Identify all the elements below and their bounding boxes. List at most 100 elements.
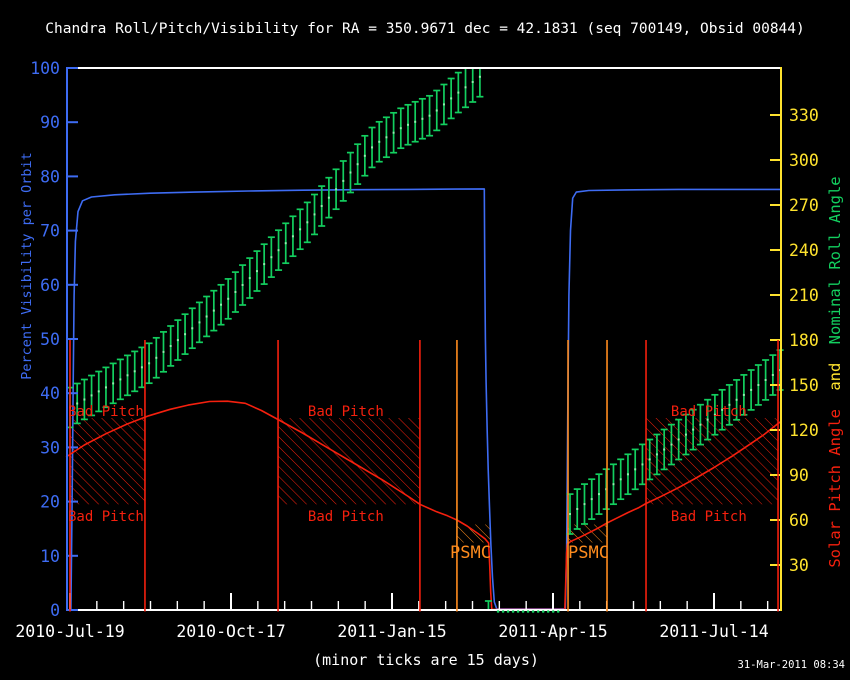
left-axis-tick-label: 20 <box>40 493 60 512</box>
nominal-roll-angle-segment2-marker <box>684 433 687 436</box>
right-axis-tick-label: 150 <box>789 376 819 395</box>
right-axis-tick-label: 120 <box>789 421 819 440</box>
nominal-roll-angle-segment1-marker <box>356 163 359 166</box>
nominal-roll-angle-segment1-marker <box>148 362 151 365</box>
right-axis-tick-label: 300 <box>789 151 819 170</box>
nominal-roll-angle-segment2-marker <box>597 493 600 496</box>
nominal-roll-angle-segment1-marker <box>406 123 409 126</box>
nominal-roll-angle-segment1-marker <box>227 297 230 300</box>
nominal-roll-angle-segment1-marker <box>335 188 338 191</box>
nominal-roll-angle-segment2-marker <box>713 413 716 416</box>
nominal-roll-angle-segment2-marker <box>670 443 673 446</box>
nominal-roll-angle-gap-dots-dot <box>516 610 520 613</box>
right-axis-title-pitch: Solar Pitch Angle <box>826 409 844 568</box>
right-axis-tick-label: 60 <box>789 511 809 530</box>
nominal-roll-angle-segment1-marker <box>306 221 309 224</box>
nominal-roll-angle-segment1-marker <box>270 256 273 259</box>
nominal-roll-angle-segment1-marker <box>277 249 280 252</box>
nominal-roll-angle-segment2-marker <box>583 503 586 506</box>
percent-visibility-curve <box>70 188 782 611</box>
right-axis-tick-label: 330 <box>789 106 819 125</box>
nominal-roll-angle-segment2-marker <box>655 453 658 456</box>
nominal-roll-angle-segment2-marker <box>648 458 651 461</box>
right-axis-title: Solar Pitch Angle and Nominal Roll Angle <box>826 176 844 567</box>
nominal-roll-angle-segment1-marker <box>155 356 158 359</box>
nominal-roll-angle-segment1-marker <box>220 303 223 306</box>
nominal-roll-angle-segment1-marker <box>478 75 481 78</box>
nominal-roll-angle-segment1-marker <box>371 146 374 149</box>
nominal-roll-angle-segment2-marker <box>742 393 745 396</box>
nominal-roll-angle-segment1-marker <box>104 386 107 389</box>
nominal-roll-angle-segment2-marker <box>677 438 680 441</box>
nominal-roll-angle-segment1-marker <box>421 117 424 120</box>
timestamp: 31-Mar-2011 08:34 <box>738 659 845 671</box>
right-axis-tick-label: 90 <box>789 466 809 485</box>
x-tick-label: 2010-Oct-17 <box>176 622 285 641</box>
right-axis-title-roll: Nominal Roll Angle <box>826 176 844 344</box>
nominal-roll-angle-segment1-marker <box>248 277 251 280</box>
bad_pitch-region <box>646 418 778 505</box>
bad-pitch-label: Bad Pitch <box>671 404 747 420</box>
x-tick-label: 2011-Apr-15 <box>498 622 607 641</box>
nominal-roll-angle-gap-dots-dot <box>546 610 550 613</box>
nominal-roll-angle-segment1-marker <box>263 263 266 266</box>
nominal-roll-angle-segment1-marker <box>399 127 402 130</box>
nominal-roll-angle-segment2-marker <box>576 508 579 510</box>
nominal-roll-angle-segment2-marker <box>699 423 702 426</box>
psmc-region <box>456 524 491 543</box>
nominal-roll-angle-gap-dots-dot <box>531 610 535 613</box>
nominal-roll-angle-segment1-marker <box>255 270 258 273</box>
nominal-roll-angle-segment1-marker <box>284 242 287 245</box>
right-axis-tick-label: 180 <box>789 331 819 350</box>
bad_pitch-region <box>70 418 145 505</box>
bad-pitch-label: Bad Pitch <box>68 404 144 420</box>
left-axis-tick-label: 60 <box>40 276 60 295</box>
left-axis-tick-label: 40 <box>40 384 60 403</box>
nominal-roll-angle-segment2-marker <box>641 463 644 466</box>
nominal-roll-angle-gap-dots-dot <box>556 610 560 613</box>
nominal-roll-angle-segment1-marker <box>198 321 201 324</box>
nominal-roll-angle-segment1-marker <box>205 315 208 318</box>
nominal-roll-angle-segment1-marker <box>291 235 294 238</box>
nominal-roll-angle-segment2-marker <box>728 403 731 406</box>
nominal-roll-angle-segment1-marker <box>320 205 323 207</box>
x-tick-label: 2010-Jul-19 <box>15 622 124 641</box>
nominal-roll-angle-segment1-marker <box>126 374 129 377</box>
nominal-roll-angle-segment1-marker <box>385 136 388 139</box>
nominal-roll-angle-segment2-marker <box>619 478 622 481</box>
left-axis-tick-label: 90 <box>40 113 60 132</box>
nominal-roll-angle-gap-dots-dot <box>496 610 500 613</box>
bad-pitch-label: Bad Pitch <box>671 509 747 525</box>
nominal-roll-angle-segment1-marker <box>471 81 474 83</box>
nominal-roll-angle-segment1-marker <box>363 154 366 157</box>
minor-ticks-note: (minor ticks are 15 days) <box>313 651 539 669</box>
right-axis-tick-label: 240 <box>789 241 819 260</box>
nominal-roll-angle-segment1-marker <box>392 131 395 134</box>
nominal-roll-angle-segment2-marker <box>764 379 767 381</box>
psmc-label: PSMC <box>568 543 609 563</box>
chart-title: Chandra Roll/Pitch/Visibility for RA = 3… <box>45 21 805 37</box>
nominal-roll-angle-segment1-marker <box>112 382 115 385</box>
nominal-roll-angle-segment1-marker <box>450 97 453 100</box>
nominal-roll-angle-segment2-marker <box>634 468 637 471</box>
left-axis-tick-label: 70 <box>40 222 60 241</box>
nominal-roll-angle-segment1-marker <box>119 378 122 381</box>
x-tick-label: 2011-Jul-14 <box>659 622 768 641</box>
left-axis-tick-label: 10 <box>40 547 60 566</box>
nominal-roll-angle-segment1-marker <box>428 114 431 117</box>
bad-pitch-label: Bad Pitch <box>308 404 384 420</box>
nominal-roll-angle-segment1-marker <box>76 402 79 405</box>
left-axis-tick-label: 80 <box>40 167 60 186</box>
x-tick-label: 2011-Jan-15 <box>337 622 446 641</box>
right-axis-title-and: and <box>826 363 844 391</box>
plot-generated-layer: 0 10 20 30 40 50 60 70 80 90 100 30 60 90 120 150 180 210… <box>15 59 818 641</box>
nominal-roll-angle-gap-dots-dot <box>536 610 540 613</box>
left-axis-tick-label: 100 <box>30 59 60 78</box>
left-axis-tick-label: 0 <box>50 601 60 620</box>
nominal-roll-angle-segment1-marker <box>349 171 352 174</box>
left-axis-tick-label: 30 <box>40 438 60 457</box>
nominal-roll-angle-segment1-marker <box>162 350 165 353</box>
nominal-roll-angle-segment1-marker <box>176 339 179 342</box>
nominal-roll-angle-segment1-marker <box>184 333 187 336</box>
